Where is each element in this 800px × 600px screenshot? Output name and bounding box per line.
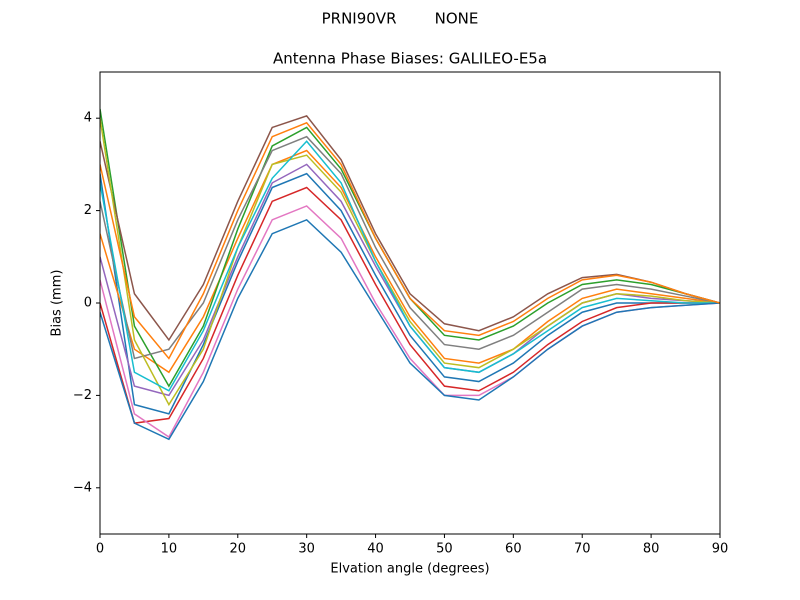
x-tick-label: 40 — [367, 542, 384, 557]
y-tick-label: −4 — [73, 480, 92, 495]
series-line — [100, 135, 720, 360]
x-tick-label: 50 — [436, 542, 453, 557]
series-line — [100, 118, 720, 407]
series-line — [100, 172, 720, 415]
series-line — [100, 121, 720, 360]
y-tick-label: 0 — [84, 296, 92, 311]
x-axis-label: Elvation angle (degrees) — [330, 562, 489, 577]
chart-title: Antenna Phase Biases: GALILEO-E5a — [273, 50, 547, 68]
x-tick-label: 80 — [643, 542, 660, 557]
suptitle: PRNI90VR NONE — [322, 10, 479, 28]
y-tick-label: 2 — [84, 203, 92, 218]
x-tick-label: 10 — [161, 542, 178, 557]
series-line — [100, 186, 720, 424]
x-tick-label: 30 — [298, 542, 315, 557]
series-line — [100, 115, 720, 342]
y-tick-label: −2 — [73, 388, 92, 403]
series-line — [100, 218, 720, 441]
x-tick-label: 90 — [712, 542, 729, 557]
plot-area — [100, 108, 720, 441]
series-line — [100, 140, 720, 392]
y-axis-label: Bias (mm) — [50, 270, 65, 337]
series-line — [100, 149, 720, 374]
x-tick-label: 0 — [96, 542, 104, 557]
x-tick-label: 70 — [574, 542, 591, 557]
x-tick-label: 60 — [505, 542, 522, 557]
x-tick-label: 20 — [230, 542, 247, 557]
y-tick-label: 4 — [84, 111, 92, 126]
